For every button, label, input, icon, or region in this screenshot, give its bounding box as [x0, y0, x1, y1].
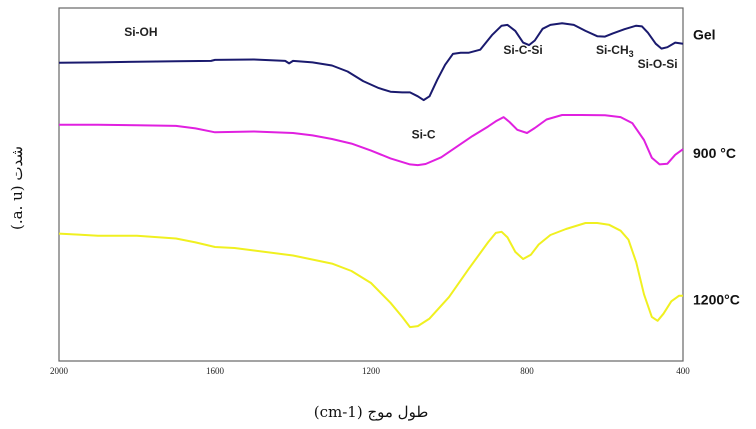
x-tick-label: 1600: [206, 366, 225, 376]
series-label: Gel: [693, 27, 716, 43]
series-line-1: [59, 114, 684, 167]
annotation-label: Si-C: [412, 128, 436, 142]
annotation-label: Si-O-Si: [638, 57, 678, 71]
series-line-0: [58, 22, 684, 102]
x-axis-title: طول موج (cm-1): [314, 403, 429, 421]
plot-frame: [58, 7, 684, 362]
series-labels: Gel 900 °C 1200°C: [693, 27, 740, 308]
x-tick-labels: 2000 1600 1200 800 400: [50, 366, 690, 376]
annotation-label: Si-OH: [124, 25, 157, 39]
annotation-label: Si-C-Si: [503, 43, 542, 57]
series-line-2: [58, 222, 683, 329]
x-tick-label: 2000: [50, 366, 69, 376]
annotation-label: Si-CH3: [596, 43, 634, 59]
y-axis-title: شدت (a. u.): [8, 146, 26, 230]
series-label: 900 °C: [693, 145, 736, 161]
series-layer: [58, 22, 684, 329]
peak-annotations: Si-OH Si-C-Si Si-CH3 Si-O-Si Si-C: [124, 25, 677, 141]
series-label: 1200°C: [693, 292, 740, 308]
x-tick-label: 800: [520, 366, 534, 376]
x-tick-label: 400: [676, 366, 690, 376]
x-tick-label: 1200: [362, 366, 381, 376]
